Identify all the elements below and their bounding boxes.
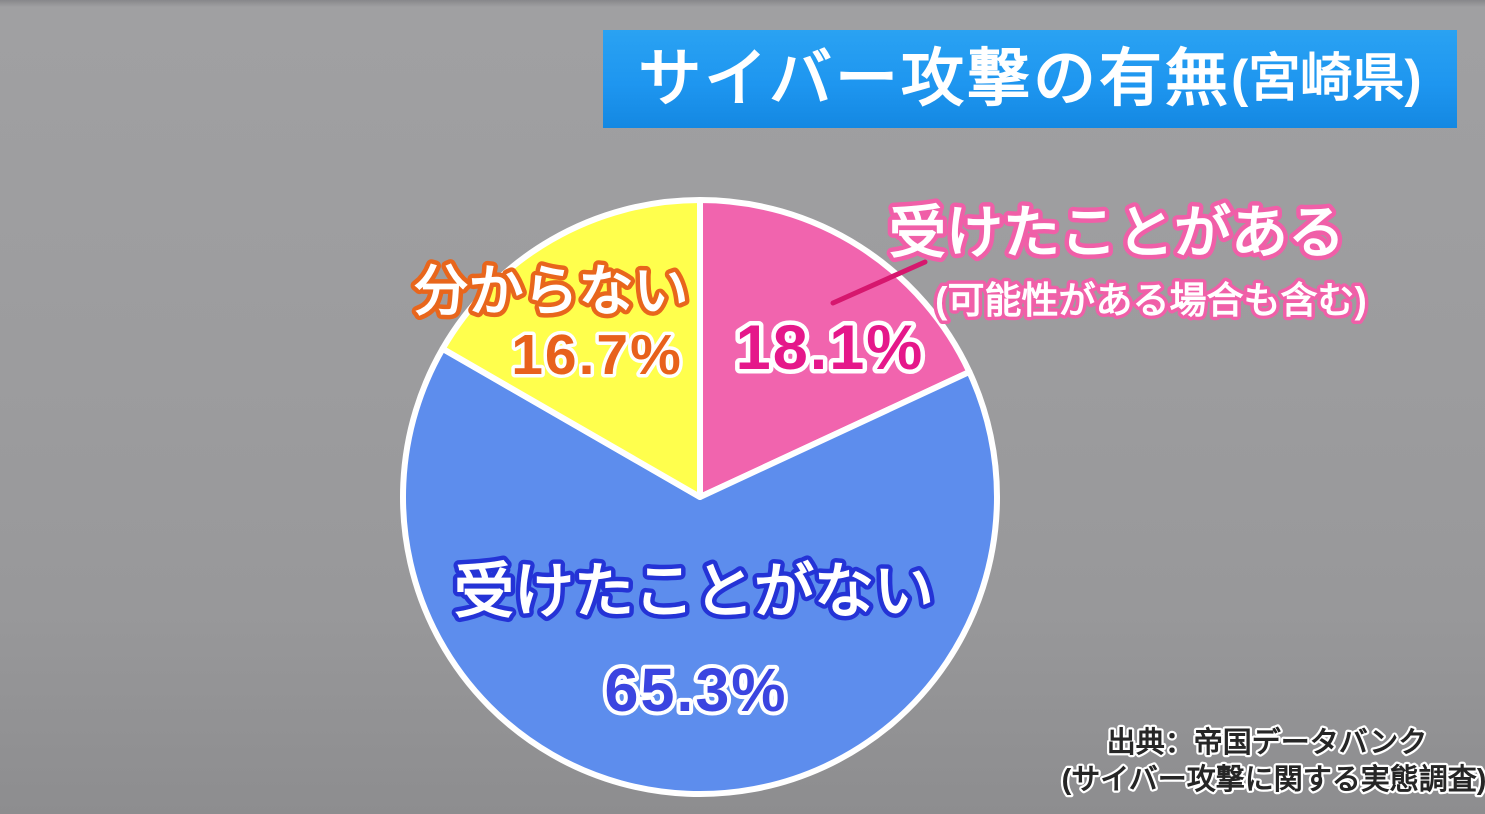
pie-slice-not-received [400,345,1001,797]
source-line-1: 出典：帝国データバンク [1107,725,1427,759]
pie-slices [400,197,1001,797]
slice-label-received: 受けたことがある [889,201,1345,265]
slice-label-unknown: 分からない [413,260,688,322]
pie-slice-received [697,197,973,500]
page-title-region-suffix: (宮崎県) [1231,50,1422,108]
page-title: サイバー攻撃の有無 [638,43,1232,114]
title-banner: サイバー攻撃の有無 (宮崎県) [603,30,1457,128]
slice-value-not-received: 65.3% [605,656,788,724]
pie-slice-unknown [439,197,703,500]
source-line-2: (サイバー攻撃に関する実態調査) [1062,762,1485,796]
slice-label-not-received: 受けたことがない [454,558,934,625]
slice-value-received: 18.1% [736,313,925,383]
slice-value-unknown: 16.7% [511,323,683,387]
slice-sublabel-received: (可能性がある場合も含む) [935,280,1367,321]
callout-line-received [830,259,928,306]
